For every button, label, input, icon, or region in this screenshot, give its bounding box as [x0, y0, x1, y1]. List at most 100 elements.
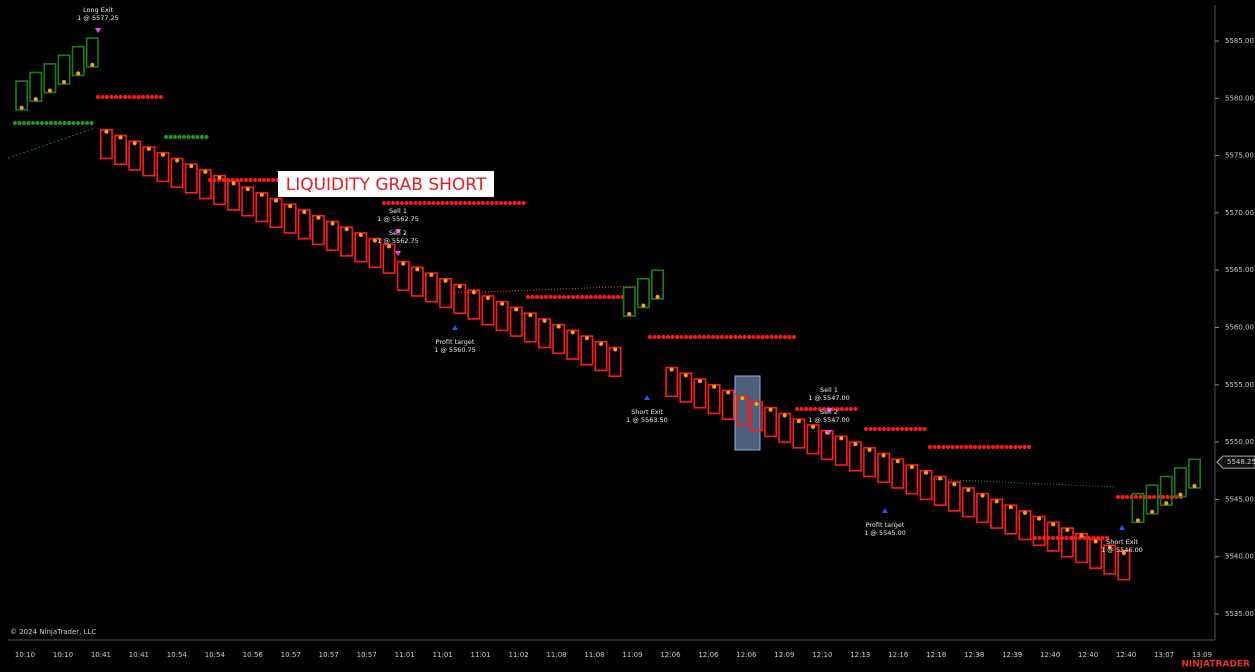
- x-tick-label: 12:13: [850, 651, 870, 659]
- renko-bar: [792, 418, 806, 449]
- trade-arrow: [644, 395, 650, 400]
- y-tick-label: 5535.00: [1225, 610, 1254, 618]
- trail-dot: [33, 97, 38, 102]
- trail-dot: [47, 88, 52, 93]
- trail-dot: [669, 367, 674, 372]
- copyright: © 2024 NinjaTrader, LLC: [10, 628, 96, 636]
- trail-dot: [358, 232, 363, 237]
- trail-dot: [19, 105, 24, 110]
- trail-dot: [938, 476, 943, 481]
- banner-box: [278, 171, 494, 197]
- trail-dot: [1192, 483, 1197, 488]
- x-tick-label: 12:18: [926, 651, 946, 659]
- trail-dot: [485, 295, 490, 300]
- trade-arrow: [826, 408, 832, 413]
- annotation-title: Short Exit: [631, 408, 663, 416]
- x-tick-label: 11:02: [508, 651, 528, 659]
- trail-dot: [387, 244, 392, 249]
- trail-dot: [994, 499, 999, 504]
- annotation-title: Sell 1: [389, 207, 407, 215]
- trail-dot: [556, 324, 561, 329]
- renko-bar: [976, 492, 990, 524]
- annotation-text: 1 @ 5562.75: [377, 215, 419, 223]
- trail-dot: [471, 290, 476, 295]
- trade-arrow: [452, 325, 458, 330]
- trail-dot: [76, 71, 81, 76]
- renko-bar: [15, 80, 29, 111]
- trail-dot: [457, 284, 462, 289]
- trail-dot: [344, 227, 349, 232]
- trade-line: [7, 127, 96, 159]
- trail-dot: [1008, 505, 1013, 510]
- x-tick-label: 10:10: [53, 651, 73, 659]
- renko-bar: [947, 481, 961, 512]
- renko-bar: [1060, 527, 1074, 558]
- trail-dot: [372, 238, 377, 243]
- trade-arrow: [826, 430, 832, 435]
- x-tick-label: 11:01: [395, 651, 415, 659]
- x-tick-label: 13:09: [1192, 651, 1212, 659]
- trail-dot: [429, 273, 434, 278]
- x-tick-label: 12:40: [1116, 651, 1136, 659]
- trail-dot: [132, 141, 137, 146]
- annotation-text: 1 @ 5545.00: [864, 529, 906, 537]
- trail-dot: [584, 336, 589, 341]
- x-tick-label: 12:38: [964, 651, 984, 659]
- x-tick-label: 12:06: [698, 651, 719, 659]
- trail-dot: [909, 465, 914, 470]
- trail-dot: [570, 330, 575, 335]
- trail-dot: [288, 204, 293, 209]
- trail-dot: [1178, 492, 1183, 497]
- x-tick-label: 10:57: [281, 651, 301, 659]
- x-tick-label: 13:07: [1154, 651, 1174, 659]
- x-tick-label: 12:06: [736, 651, 757, 659]
- renko-bar: [651, 269, 664, 300]
- last-price-label: 5548.25: [1227, 458, 1255, 466]
- last-price-tag: [1216, 455, 1255, 469]
- trail-dot: [401, 261, 406, 266]
- trail-dot: [867, 447, 872, 452]
- y-tick-label: 5575.00: [1225, 152, 1254, 160]
- x-tick-label: 10:54: [205, 651, 226, 659]
- trail-dot: [245, 187, 250, 192]
- y-tick-label: 5570.00: [1225, 209, 1254, 217]
- trail-dot: [712, 384, 717, 389]
- trail-dot: [881, 453, 886, 458]
- trail-dot: [443, 278, 448, 283]
- trail-dot: [1037, 516, 1042, 521]
- trail-dot: [1022, 510, 1027, 515]
- annotation-text: 1 @ 5560.75: [434, 346, 476, 354]
- x-tick-label: 11:08: [546, 651, 566, 659]
- trade-line: [454, 285, 641, 294]
- x-tick-label: 11:09: [622, 651, 642, 659]
- trail-dot: [175, 158, 180, 163]
- trail-dot: [853, 442, 858, 447]
- trail-dot: [330, 221, 335, 226]
- trail-dot: [259, 192, 264, 197]
- trail-dot: [1150, 509, 1155, 514]
- trail-dot: [740, 396, 745, 401]
- annotation-title: Profit target: [436, 338, 475, 346]
- renko-bar: [29, 71, 43, 102]
- renko-bar: [1173, 467, 1187, 498]
- annotation-title: Long Exit: [83, 6, 114, 14]
- trail-dot: [768, 407, 773, 412]
- y-tick-label: 5550.00: [1225, 438, 1254, 446]
- y-tick-label: 5580.00: [1225, 94, 1254, 102]
- annotation-title: Short Exit: [1106, 538, 1138, 546]
- x-tick-label: 10:41: [91, 651, 111, 659]
- x-tick-label: 12:16: [888, 651, 909, 659]
- renko-bar: [679, 372, 693, 403]
- renko-bar: [735, 395, 749, 426]
- trail-dot: [542, 318, 547, 323]
- trail-dot: [500, 301, 505, 306]
- x-tick-label: 12:09: [774, 651, 794, 659]
- trade-arrow: [395, 229, 401, 234]
- trail-dot: [1135, 518, 1140, 523]
- annotation-title: Sell 1: [820, 386, 838, 394]
- trail-dot: [62, 79, 67, 84]
- renko-bar: [227, 180, 241, 211]
- x-tick-label: 11:01: [471, 651, 491, 659]
- trade-arrow: [882, 508, 888, 513]
